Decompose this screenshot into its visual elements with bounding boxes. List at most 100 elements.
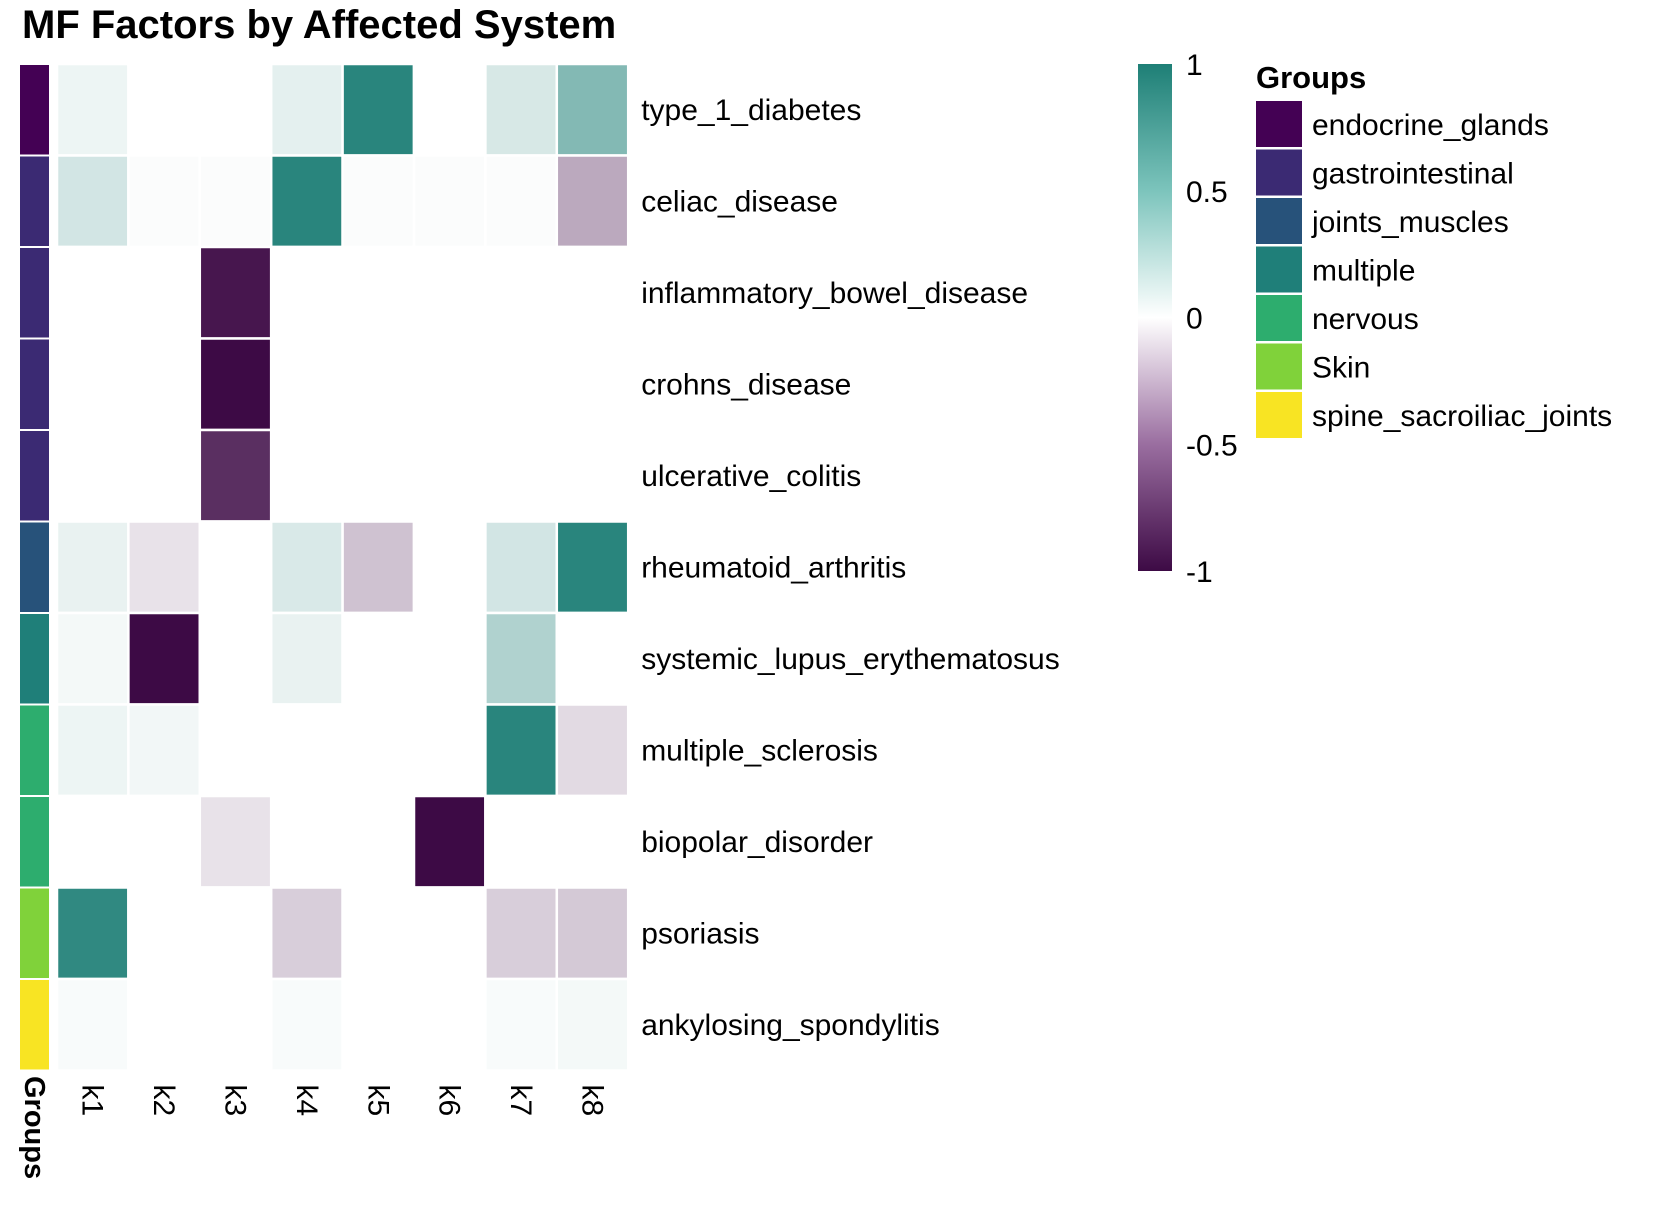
heatmap-cell <box>55 794 130 889</box>
heatmap-cell <box>55 886 130 981</box>
heatmap-cell <box>198 428 273 523</box>
heatmap-cell <box>484 977 559 1072</box>
heatmap-cell <box>341 520 416 615</box>
row-label: rheumatoid_arthritis <box>641 551 906 584</box>
groups-legend: Groups endocrine_glands gastrointestinal j… <box>1256 60 1612 438</box>
legend-swatch <box>1256 246 1302 293</box>
heatmap-cell <box>555 977 630 1072</box>
legend-swatch <box>1256 295 1302 341</box>
heatmap-cell <box>341 154 416 249</box>
heatmap-cell <box>55 154 130 249</box>
heatmap-cell <box>269 154 344 249</box>
legend-label: nervous <box>1312 303 1419 336</box>
heatmap-cell <box>127 337 202 432</box>
heatmap-cell <box>412 886 487 981</box>
group-annotation-cell <box>20 156 49 246</box>
legend-label: joints_muscles <box>1311 206 1509 239</box>
chart-title: MF Factors by Affected System <box>22 3 616 47</box>
column-label: k4 <box>290 1085 323 1117</box>
heatmap-cell <box>198 977 273 1072</box>
heatmap-cell <box>198 886 273 981</box>
column-label: k6 <box>433 1085 466 1117</box>
legend-swatch <box>1256 101 1302 147</box>
row-label: inflammatory_bowel_disease <box>641 277 1028 310</box>
heatmap-cell <box>484 886 559 981</box>
row-label: psoriasis <box>641 917 759 950</box>
row-label: ankylosing_spondylitis <box>641 1009 940 1042</box>
heatmap-cell <box>127 245 202 340</box>
heatmap-cell <box>412 245 487 340</box>
column-labels: k1 k2 k3 k4 k5 k6 k7 k8 <box>76 1085 609 1117</box>
heatmap-cell <box>341 245 416 340</box>
heatmap-cell <box>555 520 630 615</box>
heatmap-cell <box>412 703 487 798</box>
heatmap-cell <box>555 428 630 523</box>
group-annotation-cell <box>20 65 49 155</box>
row-label: crohns_disease <box>641 368 851 401</box>
heatmap-cell <box>198 245 273 340</box>
heatmap-cell <box>269 703 344 798</box>
heatmap-cell <box>484 154 559 249</box>
color-scale-legend: 1 0.5 0 -0.5 -1 <box>1138 49 1238 589</box>
row-label: multiple_sclerosis <box>641 734 878 767</box>
legend-label: spine_sacroiliac_joints <box>1312 400 1612 433</box>
row-labels: type_1_diabetes celiac_disease inflammator… <box>641 94 1060 1042</box>
heatmap-cell <box>127 886 202 981</box>
heatmap-cell <box>341 886 416 981</box>
heatmap-cell <box>55 245 130 340</box>
group-annotation-cell <box>20 614 49 704</box>
heatmap-cell <box>198 794 273 889</box>
group-annotation-strip <box>20 65 49 1070</box>
heatmap-cell <box>555 703 630 798</box>
group-annotation-cell <box>20 797 49 887</box>
heatmap-cell <box>198 337 273 432</box>
group-annotation-cell <box>20 522 49 612</box>
color-scale-tick-label: -0.5 <box>1186 429 1238 462</box>
color-scale-tick-label: 1 <box>1186 49 1203 82</box>
heatmap-cell <box>269 245 344 340</box>
heatmap-cell <box>269 794 344 889</box>
heatmap-cell <box>412 977 487 1072</box>
heatmap-cell <box>412 611 487 706</box>
heatmap-cell <box>412 794 487 889</box>
column-label: k3 <box>219 1085 252 1117</box>
group-annotation-label: Groups <box>18 1076 50 1179</box>
group-annotation-cell <box>20 431 49 521</box>
heatmap-cell <box>484 794 559 889</box>
row-label: type_1_diabetes <box>641 94 861 127</box>
heatmap-cell <box>127 62 202 157</box>
legend-label: gastrointestinal <box>1312 158 1514 191</box>
heatmap-cell <box>55 977 130 1072</box>
heatmap-cell <box>412 428 487 523</box>
heatmap-cell <box>484 337 559 432</box>
heatmap-cell <box>555 794 630 889</box>
heatmap-cell <box>127 154 202 249</box>
column-label: k8 <box>576 1085 609 1117</box>
heatmap-cell <box>412 154 487 249</box>
heatmap-cells <box>55 62 630 1072</box>
heatmap-cell <box>269 611 344 706</box>
heatmap-cell <box>55 611 130 706</box>
heatmap-cell <box>127 428 202 523</box>
groups-legend-title: Groups <box>1256 60 1366 95</box>
heatmap-cell <box>55 520 130 615</box>
heatmap-cell <box>55 337 130 432</box>
heatmap-cell <box>412 520 487 615</box>
heatmap-cell <box>198 520 273 615</box>
heatmap-cell <box>412 337 487 432</box>
legend-label: endocrine_glands <box>1312 109 1549 142</box>
heatmap-cell <box>198 703 273 798</box>
heatmap-cell <box>341 428 416 523</box>
legend-label: Skin <box>1312 352 1370 385</box>
column-label: k7 <box>504 1085 537 1117</box>
heatmap-cell <box>198 154 273 249</box>
heatmap-cell <box>269 977 344 1072</box>
column-label: k2 <box>147 1085 180 1117</box>
heatmap-cell <box>484 62 559 157</box>
heatmap-cell <box>555 245 630 340</box>
legend-swatch <box>1256 149 1302 196</box>
heatmap-cell <box>198 611 273 706</box>
heatmap-cell <box>127 520 202 615</box>
